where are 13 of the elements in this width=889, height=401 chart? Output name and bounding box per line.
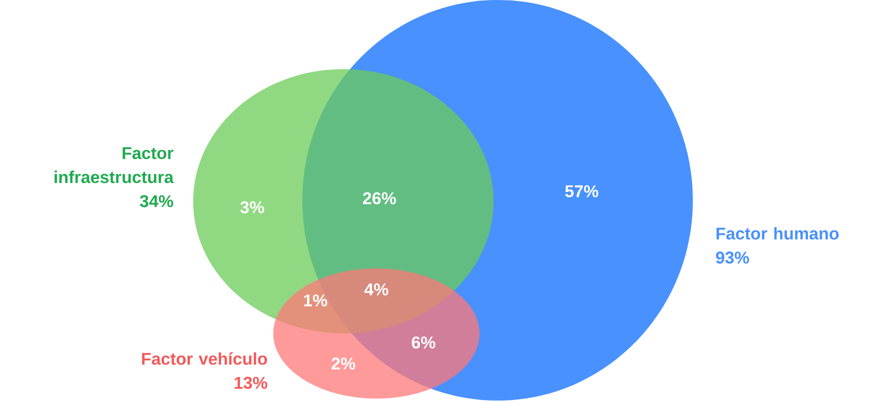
text: 4% xyxy=(364,284,388,296)
data-label: 93% xyxy=(716,252,750,264)
data-label: 13% xyxy=(234,377,268,390)
text: 6% xyxy=(412,336,436,349)
data-label: 34% xyxy=(140,195,174,208)
text: 3% xyxy=(240,201,264,214)
text: 57% xyxy=(565,185,598,198)
category-label: Factor humano xyxy=(716,227,839,240)
text: 1% xyxy=(304,294,328,307)
text: 2% xyxy=(332,358,356,370)
text: 26% xyxy=(362,192,396,205)
category-label: Factor vehículo xyxy=(142,352,268,366)
category-label: Factor infraestructura xyxy=(54,147,174,184)
